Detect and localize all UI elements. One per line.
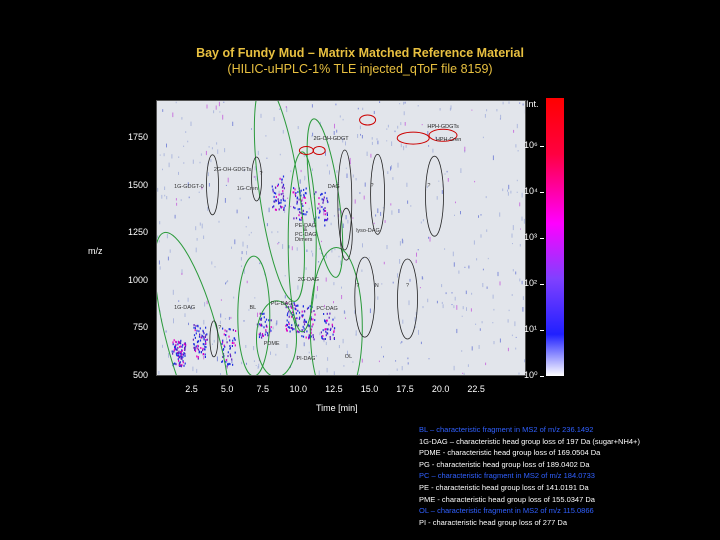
legend-entry: PG - characteristic head group loss of 1… xyxy=(419,459,590,469)
colorbar-label: Int. xyxy=(526,99,539,109)
y-tick-label: 500 xyxy=(132,370,148,380)
annotation-label: HPH-GDGTs xyxy=(427,123,459,130)
feature-circle xyxy=(237,255,271,375)
feature-circle xyxy=(397,258,418,340)
x-tick-label: 17.5 xyxy=(396,384,414,394)
y-tick-label: 1500 xyxy=(127,179,148,190)
legend-entry: PC – characteristic fragment in MS2 of m… xyxy=(419,471,595,481)
x-tick-label: 22.5 xyxy=(467,384,485,394)
y-tick-label: 1750 xyxy=(127,132,148,143)
colorbar-tick-mark xyxy=(540,376,544,377)
annotation-label: OL xyxy=(344,354,353,360)
colorbar-tick-mark xyxy=(540,146,544,147)
annotation-label: PDME xyxy=(263,340,280,347)
feature-circle xyxy=(312,146,326,155)
colorbar-tick-mark xyxy=(540,284,544,285)
colorbar-tick-label: 10⁶ xyxy=(524,140,538,150)
legend-entry: PE - characteristic head group loss of 1… xyxy=(419,482,589,492)
intensity-texture xyxy=(157,101,525,375)
colorbar-tick-mark xyxy=(540,238,544,239)
feature-circle xyxy=(298,146,314,155)
colorbar-tick-mark xyxy=(540,192,544,193)
feature-circle xyxy=(157,231,232,375)
chart-subtitle: (HILIC-uHPLC-1% TLE injected_qToF file 8… xyxy=(227,62,493,76)
feature-circle xyxy=(339,207,353,261)
feature-circle xyxy=(256,300,297,375)
feature-circle xyxy=(428,128,458,142)
heatmap-plot-area: HPH-GDGTs 2G-OH-GDGT HPH-Cren 2G-OH-GDGTs 1G… xyxy=(156,100,526,376)
x-tick-label: 20.0 xyxy=(431,384,450,394)
annotation-label: BL xyxy=(249,304,257,311)
x-tick-label: 7.5 xyxy=(256,384,269,394)
annotation-label: PG-DAG xyxy=(270,300,293,307)
annotation-label: 2G-DAG xyxy=(297,276,319,283)
feature-circle xyxy=(370,153,386,235)
x-tick-label: 12.5 xyxy=(325,384,343,394)
legend-entry: PDME - characteristic head group loss of… xyxy=(419,448,601,458)
annotation-label: 2G-OH-GDGTs xyxy=(213,167,252,174)
annotation-label: lyso-DAG xyxy=(356,228,380,235)
annotation-label: 1G-GDGT-0 xyxy=(174,183,204,190)
feature-circle xyxy=(209,320,219,358)
feature-circle xyxy=(425,155,444,237)
annotation-label: 1G-Cren xyxy=(236,185,258,192)
x-axis-label: Time [min] xyxy=(316,403,358,413)
annotation-label: 2G-OH-GDGT xyxy=(313,136,349,142)
annotation-label: DAG xyxy=(327,183,340,190)
x-tick-label: 15.0 xyxy=(360,384,379,394)
feature-circle xyxy=(287,151,317,333)
feature-circle xyxy=(354,256,376,338)
colorbar-tick-label: 10³ xyxy=(524,232,538,242)
colorbar-tick-label: 10⁴ xyxy=(524,186,538,196)
feature-circle xyxy=(206,154,219,216)
colorbar-tick-mark xyxy=(540,330,544,331)
heatmap-svg xyxy=(157,101,525,375)
chart-title: Bay of Fundy Mud – Matrix Matched Refere… xyxy=(196,46,524,60)
annotation-label: PE-DAG xyxy=(295,222,317,229)
annotation-label: 1G-DAG xyxy=(174,305,196,312)
annotation-label: ? xyxy=(356,282,360,289)
y-tick-label: 750 xyxy=(132,322,148,333)
annotation-label: ? xyxy=(259,171,263,178)
annotation-label: Dimers xyxy=(295,236,313,243)
feature-circle xyxy=(359,114,377,126)
legend-entry: PME - characteristic head group loss of … xyxy=(419,494,595,504)
feature-circle xyxy=(309,247,363,375)
annotation-label: ? xyxy=(427,182,431,189)
annotation-label: ? xyxy=(406,282,410,289)
x-tick-label: 5.0 xyxy=(220,384,234,394)
annotation-label: & xyxy=(303,227,308,234)
annotation-label: N xyxy=(374,282,379,289)
legend-entry: PI - characteristic head group loss of 2… xyxy=(419,517,567,527)
y-tick-label: 1250 xyxy=(127,227,148,238)
x-tick-label: 2.5 xyxy=(185,384,198,394)
colorbar xyxy=(546,98,564,376)
colorbar-tick-label: 10² xyxy=(524,278,538,288)
legend-entry: 1G-DAG – characteristic head group loss … xyxy=(419,436,640,446)
y-tick-label: 1000 xyxy=(127,274,148,285)
annotation-label: PC-DAG xyxy=(295,232,317,239)
feature-circle xyxy=(337,149,353,251)
colorbar-tick-label: 10⁰ xyxy=(524,370,538,380)
x-tick-label: 10.0 xyxy=(289,384,308,394)
annotation-label: PC-DAG xyxy=(316,306,338,313)
annotation-label: PI-DAG xyxy=(296,355,316,362)
y-axis-label: m/z xyxy=(88,246,103,256)
annotation-label: ? xyxy=(218,324,222,331)
annotation-label: HPH-Cren xyxy=(435,137,462,143)
annotation-label: ? xyxy=(370,182,374,189)
legend-entry: BL – characteristic fragment in MS2 of m… xyxy=(419,425,594,434)
colorbar-tick-label: 10¹ xyxy=(524,324,538,334)
feature-circle xyxy=(306,118,344,278)
legend-entry: OL – characteristic fragment in MS2 of m… xyxy=(419,506,594,516)
feature-circle xyxy=(251,156,262,202)
legend: BL – characteristic fragment in MS2 of m… xyxy=(419,424,719,528)
feature-circle xyxy=(396,131,430,145)
